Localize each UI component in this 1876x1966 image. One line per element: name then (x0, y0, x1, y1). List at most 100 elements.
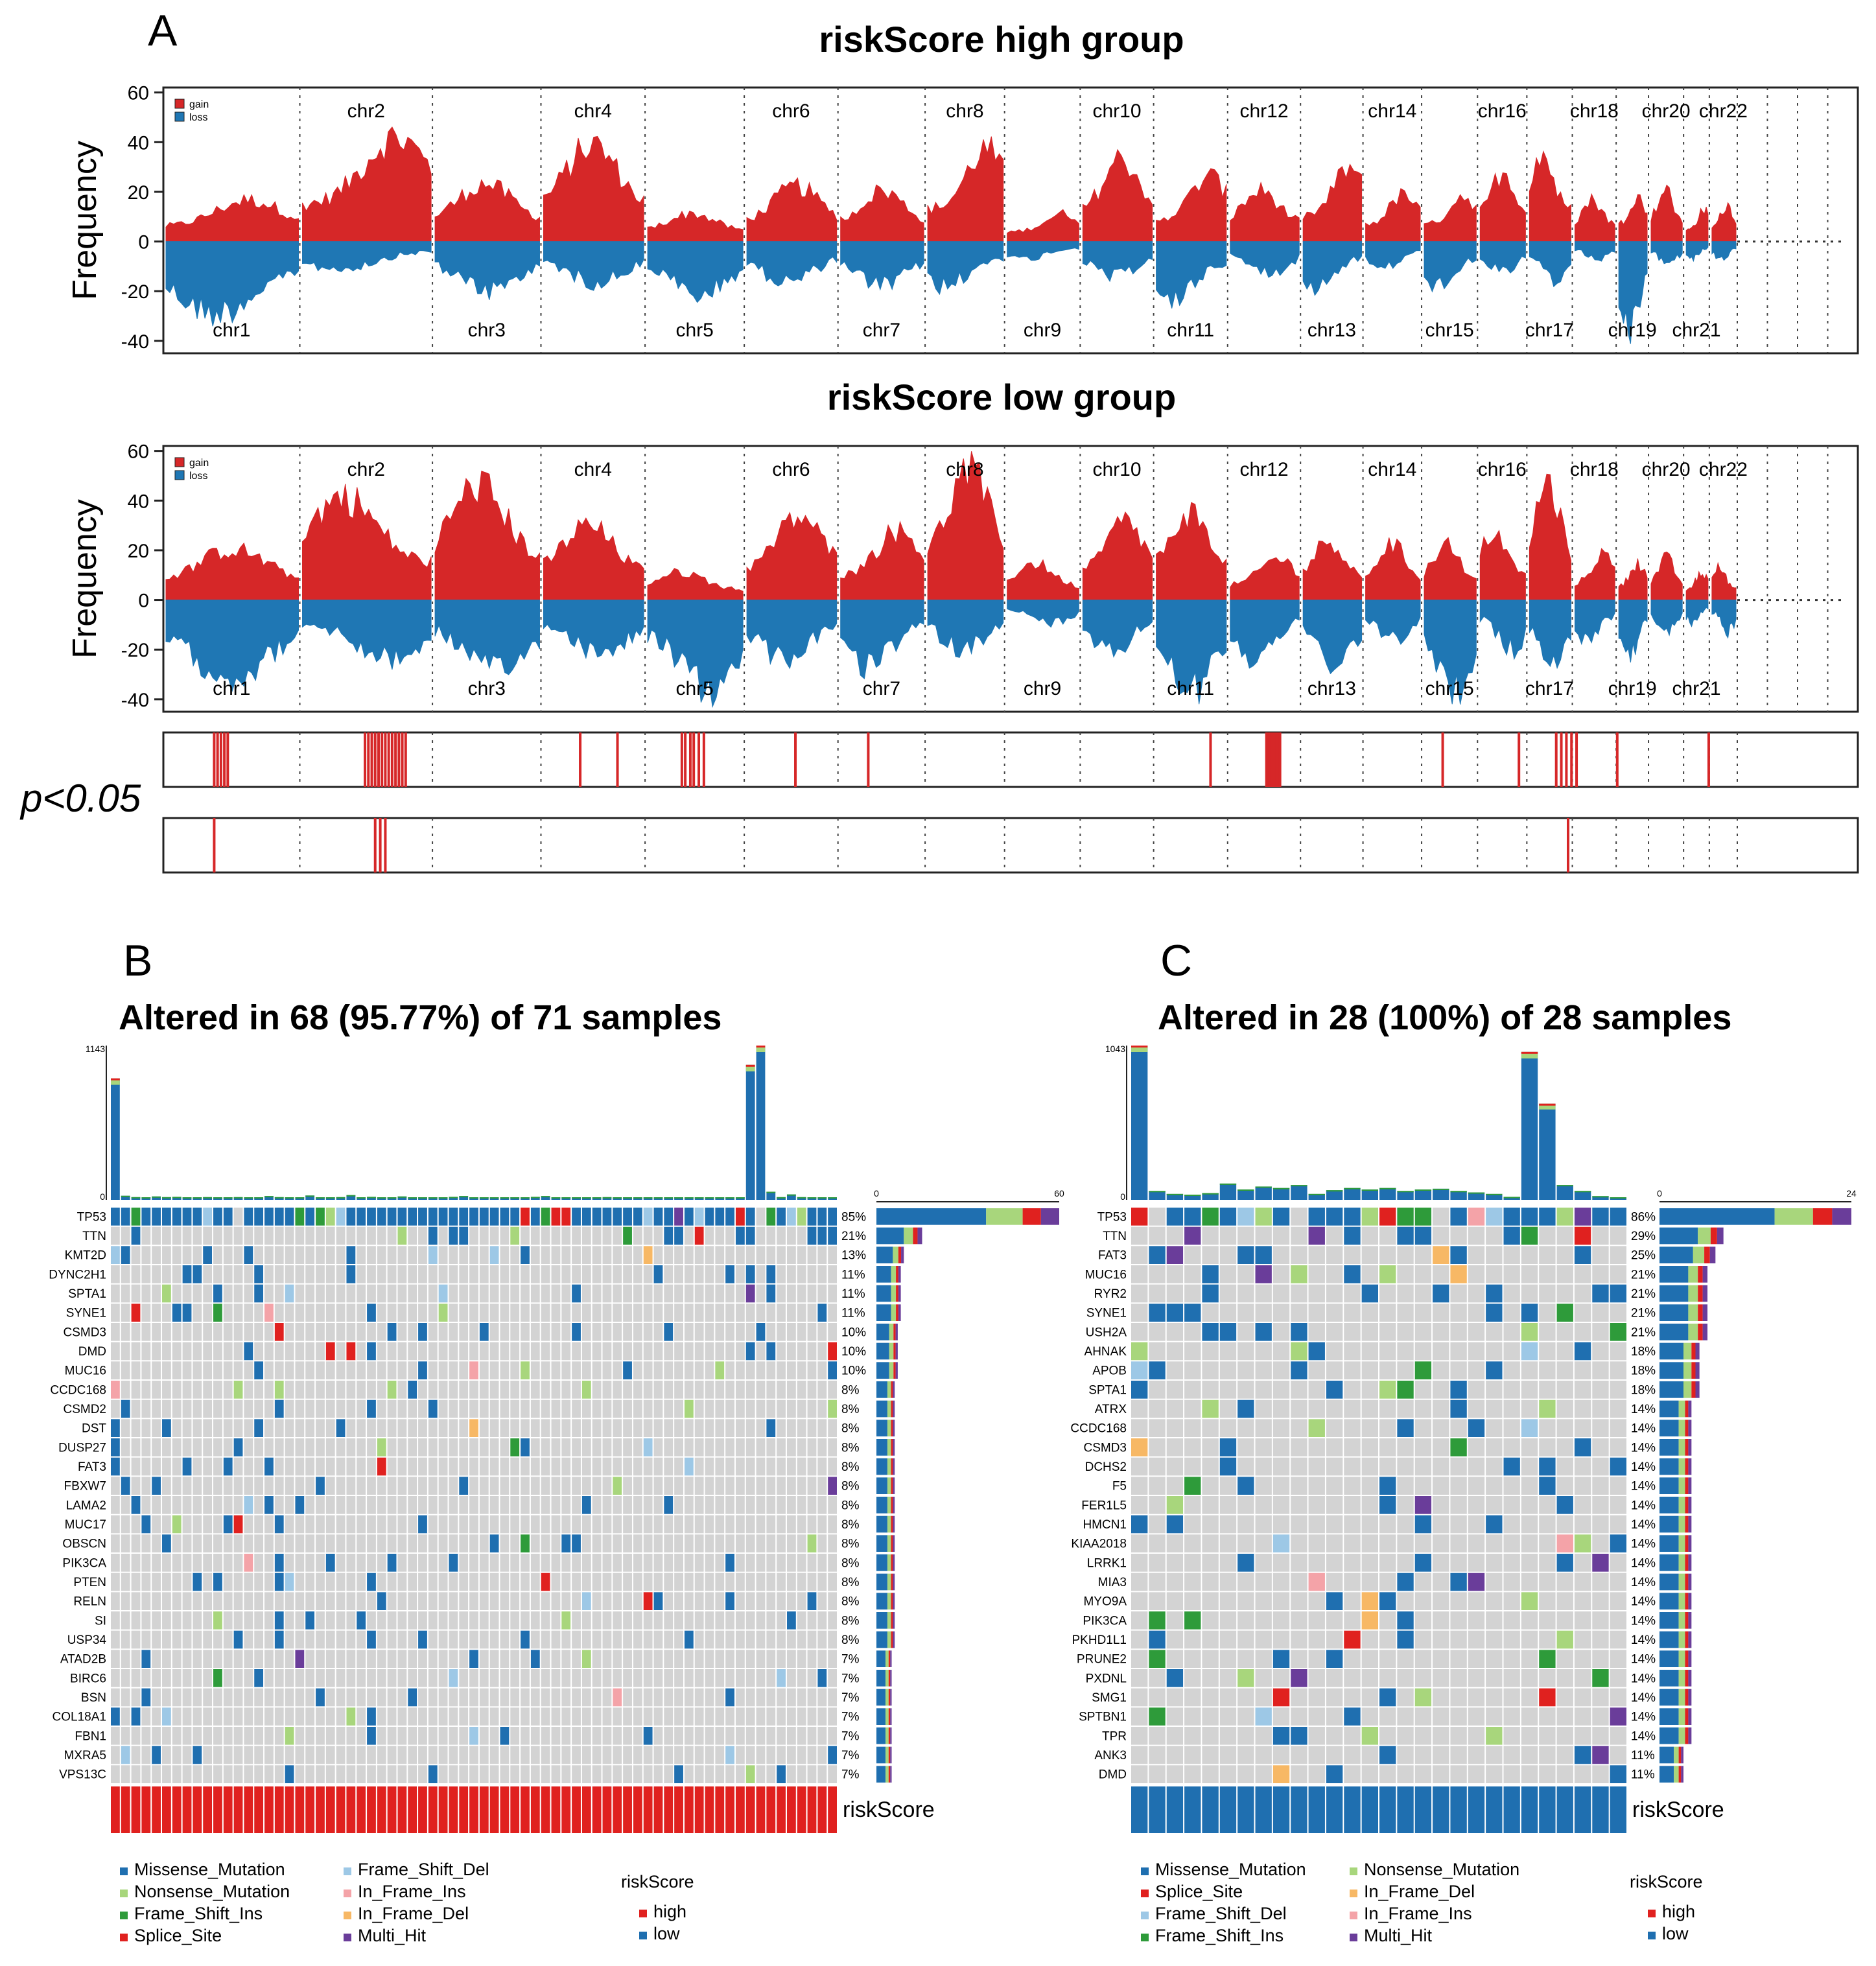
empty-cell (766, 1361, 776, 1379)
side-bar-segment (1659, 1497, 1679, 1514)
riskscore-cell (141, 1786, 151, 1833)
empty-cell (510, 1727, 520, 1745)
legend-label: In_Frame_Ins (1364, 1904, 1472, 1923)
empty-cell (807, 1381, 817, 1399)
empty-cell (1521, 1611, 1538, 1630)
empty-cell (541, 1477, 550, 1495)
empty-cell (817, 1534, 827, 1552)
empty-cell (1433, 1419, 1449, 1437)
legend-swatch (344, 1912, 351, 1919)
mutation-cell (387, 1208, 397, 1226)
empty-cell (807, 1554, 817, 1572)
mutation-cell (1291, 1265, 1307, 1283)
empty-cell (1450, 1611, 1467, 1630)
chrom-label-top: chr22 (1699, 100, 1748, 122)
loss-area-chr5 (647, 600, 744, 708)
empty-cell (725, 1611, 734, 1630)
empty-cell (705, 1265, 714, 1283)
empty-cell (633, 1361, 642, 1379)
empty-cell (725, 1399, 734, 1418)
empty-cell (1433, 1438, 1449, 1457)
empty-cell (316, 1399, 325, 1418)
empty-cell (572, 1765, 581, 1783)
empty-cell (1272, 1265, 1290, 1283)
empty-cell (541, 1669, 550, 1687)
percent-label: 11% (1631, 1768, 1655, 1782)
empty-cell (1219, 1554, 1237, 1572)
empty-cell (602, 1515, 612, 1534)
side-bar-segment (1702, 1285, 1707, 1302)
riskscore-track-label: riskScore (843, 1797, 935, 1822)
empty-cell (541, 1226, 550, 1245)
tmb-bar (1468, 1192, 1485, 1200)
empty-cell (172, 1746, 182, 1764)
side-bar-segment (1678, 1477, 1685, 1494)
side-bar-segment (1717, 1227, 1724, 1245)
tmb-bar (336, 1197, 346, 1200)
tmb-bar-segment (203, 1197, 213, 1199)
loss-area-chr22 (1711, 600, 1737, 639)
mutation-cell (1521, 1592, 1538, 1610)
mutation-cell (244, 1554, 253, 1572)
empty-cell (653, 1323, 663, 1341)
empty-cell (336, 1630, 346, 1649)
empty-cell (264, 1611, 274, 1630)
tmb-bar-segment (141, 1197, 151, 1199)
percent-label: 8% (841, 1499, 860, 1512)
empty-cell (530, 1727, 540, 1745)
mutation-cell (1379, 1746, 1396, 1764)
empty-cell (1486, 1573, 1503, 1591)
empty-cell (479, 1265, 489, 1283)
empty-cell (254, 1399, 264, 1418)
riskscore-cell (285, 1786, 294, 1833)
riskscore-cell (745, 1786, 755, 1833)
empty-cell (1166, 1592, 1184, 1610)
mutation-cell (1539, 1399, 1556, 1418)
mutation-cell (418, 1208, 427, 1226)
empty-cell (1219, 1611, 1237, 1630)
empty-cell (1539, 1746, 1556, 1764)
side-bar-segment (888, 1689, 891, 1706)
empty-cell (653, 1573, 663, 1591)
empty-cell (428, 1611, 438, 1630)
empty-cell (397, 1669, 407, 1687)
empty-cell (367, 1477, 376, 1495)
empty-cell (735, 1323, 745, 1341)
empty-cell (684, 1284, 694, 1303)
side-bar-segment (876, 1439, 887, 1456)
empty-cell (766, 1592, 776, 1610)
gain-area-chr19 (1618, 194, 1648, 242)
empty-cell (295, 1630, 305, 1649)
tmb-bar (1202, 1193, 1219, 1200)
side-bar-segment (893, 1439, 895, 1456)
empty-cell (602, 1669, 612, 1687)
mutation-cell (1468, 1419, 1485, 1437)
empty-cell (1184, 1669, 1201, 1687)
empty-cell (705, 1457, 714, 1476)
empty-cell (674, 1496, 683, 1514)
empty-cell (500, 1323, 510, 1341)
mutation-cell (387, 1323, 397, 1341)
side-bar-segment (1698, 1266, 1703, 1283)
empty-cell (1272, 1630, 1290, 1649)
empty-cell (623, 1438, 632, 1457)
tmb-bar (233, 1197, 243, 1200)
empty-cell (1237, 1265, 1254, 1283)
empty-cell (592, 1226, 602, 1245)
empty-cell (510, 1611, 520, 1630)
side-bar-segment (876, 1420, 887, 1436)
empty-cell (766, 1457, 776, 1476)
empty-cell (777, 1650, 786, 1668)
oncoplot-b-title: Altered in 68 (95.77%) of 71 samples (119, 998, 721, 1037)
gain-area-chr15 (1424, 194, 1477, 242)
empty-cell (705, 1746, 714, 1764)
mutation-cell (1149, 1246, 1166, 1264)
empty-cell (223, 1669, 233, 1687)
mutation-cell (408, 1208, 417, 1226)
tmb-bar-segment (541, 1196, 550, 1198)
loss-area-chr21 (1685, 241, 1709, 263)
empty-cell (479, 1554, 489, 1572)
empty-cell (162, 1573, 171, 1591)
empty-cell (213, 1515, 222, 1534)
empty-cell (500, 1381, 510, 1399)
